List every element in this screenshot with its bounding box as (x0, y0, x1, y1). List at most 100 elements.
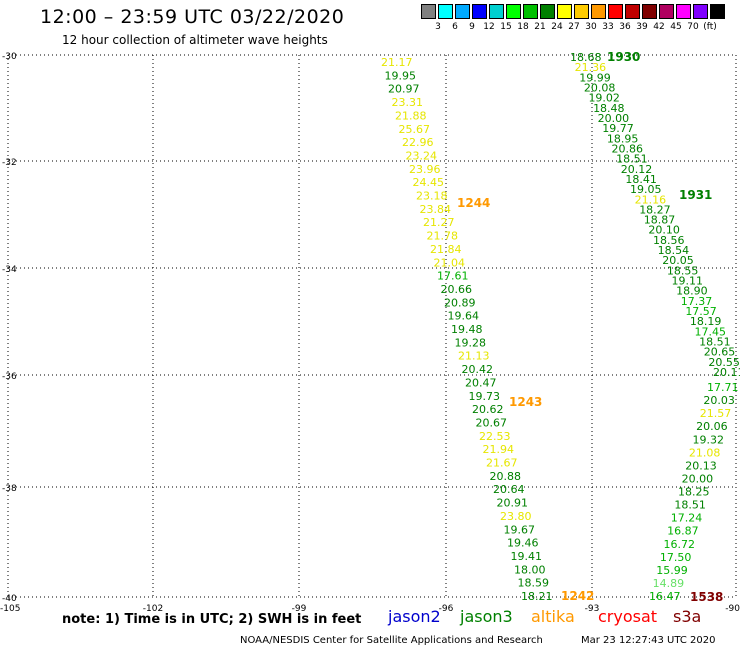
track-b-value: 18.19 (690, 315, 722, 328)
track-b-value: 16.87 (667, 525, 699, 538)
track-b-value: 20.12 (621, 163, 653, 176)
colorbar-swatch (693, 4, 708, 19)
track-b-value: 18.48 (593, 102, 625, 115)
track-b-value: 19.77 (602, 122, 634, 135)
track-a-value: 23.84 (420, 203, 452, 216)
pass-time-label: 1244 (457, 196, 490, 210)
track-a-value: 18.21 (521, 590, 553, 603)
colorbar-label: 9 (469, 22, 475, 32)
track-b-value: 18.51 (674, 499, 706, 512)
longitude-label: -99 (292, 604, 307, 614)
track-b-value: 20.86 (612, 142, 644, 155)
colorbar-swatch (642, 4, 657, 19)
legend-jason2: jason2 (388, 607, 441, 626)
colorbar-swatch (608, 4, 623, 19)
track-a-value: 19.64 (448, 310, 480, 323)
longitude-label: -102 (143, 604, 163, 614)
pass-time-label: 1538 (690, 590, 723, 604)
longitude-label: -90 (725, 604, 740, 614)
colorbar-label: 15 (500, 22, 512, 32)
colorbar-label: 18 (517, 22, 529, 32)
track-b-value: 20.55 (708, 356, 740, 369)
colorbar-label: 42 (653, 22, 665, 32)
track-b-value: 18.51 (616, 153, 648, 166)
track-b-value: 18.41 (625, 173, 657, 186)
track-b-value: 20.06 (696, 420, 728, 433)
colorbar-swatch (591, 4, 606, 19)
pass-time-label: 1243 (509, 395, 542, 409)
track-b-value: 18.54 (658, 244, 690, 257)
track-a-value: 20.42 (462, 363, 494, 376)
track-b-value: 17.24 (671, 512, 703, 525)
track-a-value: 23.24 (406, 149, 438, 162)
track-a-value: 21.04 (434, 256, 466, 269)
colorbar-swatch (472, 4, 487, 19)
track-b-value: 17.50 (660, 551, 692, 564)
track-a-value: 19.67 (504, 523, 536, 536)
track-a-value: 23.31 (392, 96, 424, 109)
latitude-label: -30 (2, 52, 17, 62)
latitude-label: -38 (2, 484, 17, 494)
track-b-value: 16.72 (664, 538, 696, 551)
longitude-label: -96 (439, 604, 454, 614)
latitude-labels: -30 -32 -34 -36 -38 -40 (2, 52, 17, 604)
track-b-value: 18.95 (607, 132, 639, 145)
longitude-label: -93 (585, 604, 600, 614)
track-b-value: 18.87 (644, 214, 676, 227)
colorbar-label: 21 (534, 22, 546, 32)
track-a-value: 19.41 (511, 550, 543, 563)
track-b-value: 18.68 (570, 51, 602, 64)
track-b-value: 14.89 (653, 577, 685, 590)
page-subtitle: 12 hour collection of altimeter wave hei… (62, 33, 328, 47)
track-a-value: 21.27 (423, 216, 455, 229)
track-b-value: 18.55 (667, 264, 699, 277)
track-a-value: 23.18 (416, 190, 448, 203)
pass-time-label: 1931 (679, 188, 712, 202)
colorbar-swatch (710, 4, 725, 19)
colorbar-label: (ft) (703, 22, 717, 32)
track-b-value: 18.51 (699, 336, 731, 349)
track-a-value: 24.45 (413, 176, 445, 189)
track-b-value: 20.10 (648, 224, 680, 237)
track-a-value: 19.73 (469, 390, 501, 403)
track-a-value: 20.91 (497, 497, 529, 510)
track-b-value: 21.36 (575, 61, 607, 74)
track-b-value: 20.13 (685, 459, 717, 472)
track-b-value: 18.56 (653, 234, 685, 247)
track-a-value: 18.00 (514, 563, 546, 576)
pass-time-labels: 1930 1931 1244 1243 1242 1538 (457, 50, 723, 604)
track-b-value: 15.99 (656, 564, 688, 577)
colorbar-swatch (523, 4, 538, 19)
colorbar-label: 33 (602, 22, 614, 32)
track-a-value: 18.59 (518, 577, 550, 590)
colorbar-label: 27 (568, 22, 580, 32)
track-b-value: 21.08 (689, 446, 721, 459)
generated-timestamp: Mar 23 12:27:43 UTC 2020 (581, 635, 716, 646)
track-b-value: 16.47 (649, 590, 681, 603)
colorbar-swatch (659, 4, 674, 19)
track-b-value: 19.11 (671, 275, 703, 288)
legend-jason3: jason3 (460, 607, 513, 626)
latitude-label: -40 (2, 594, 17, 604)
longitude-labels: -105 -102 -99 -96 -93 -90 (0, 604, 740, 614)
track-a-value: 19.48 (451, 323, 483, 336)
track-b-value: 18.90 (676, 285, 708, 298)
track-b-value: 20.00 (598, 112, 630, 125)
page-title: 12:00 – 23:59 UTC 03/22/2020 (40, 6, 345, 28)
track-a-value: 21.13 (458, 350, 490, 363)
track-a-value: 20.97 (388, 83, 420, 96)
colorbar-swatch (574, 4, 589, 19)
pass-time-label: 1930 (607, 50, 640, 64)
track-a-value: 20.62 (472, 403, 504, 416)
legend-cryosat: cryosat (598, 607, 658, 626)
track-b-value: 17.71 (707, 381, 739, 394)
track-a-values: 21.1719.9520.9723.3121.8825.6722.9623.24… (381, 56, 553, 603)
colorbar-label: 45 (670, 22, 682, 32)
colorbar-label: 39 (636, 22, 648, 32)
latitude-label: -32 (2, 158, 17, 168)
track-b-values: 18.6821.3619.9920.0819.0218.4820.0019.77… (570, 51, 740, 603)
colorbar-swatch (540, 4, 555, 19)
track-a-value: 19.95 (385, 69, 417, 82)
colorbar-swatch (506, 4, 521, 19)
